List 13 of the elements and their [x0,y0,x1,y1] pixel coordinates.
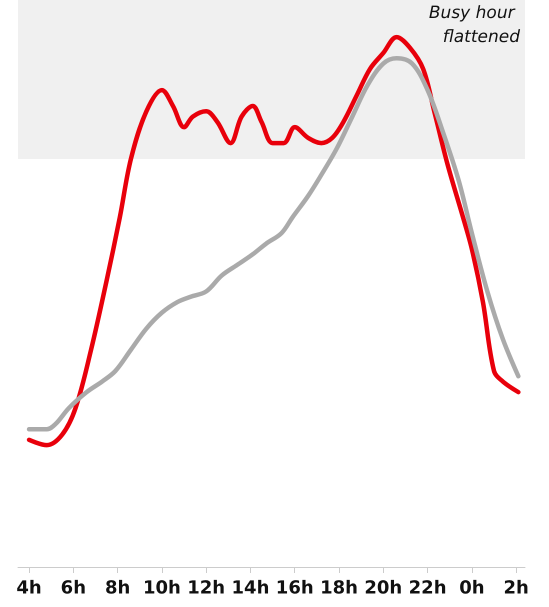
x-tick-label: 6h [60,578,86,598]
x-tick-label: 14h [232,578,270,598]
x-tick-label: 20h [364,578,402,598]
x-tick-label: 22h [408,578,447,598]
band-label: Busy hour flattened [428,3,520,47]
x-tick-label: 2h [503,578,529,598]
x-tick-label: 18h [320,578,358,598]
x-tick-label: 12h [187,578,226,598]
x-tick-label: 0h [459,578,485,598]
x-tick-label: 4h [16,578,42,598]
x-tick-label: 16h [276,578,314,598]
x-tick-label: 10h [142,578,181,598]
x-tick-label: 8h [104,578,130,598]
